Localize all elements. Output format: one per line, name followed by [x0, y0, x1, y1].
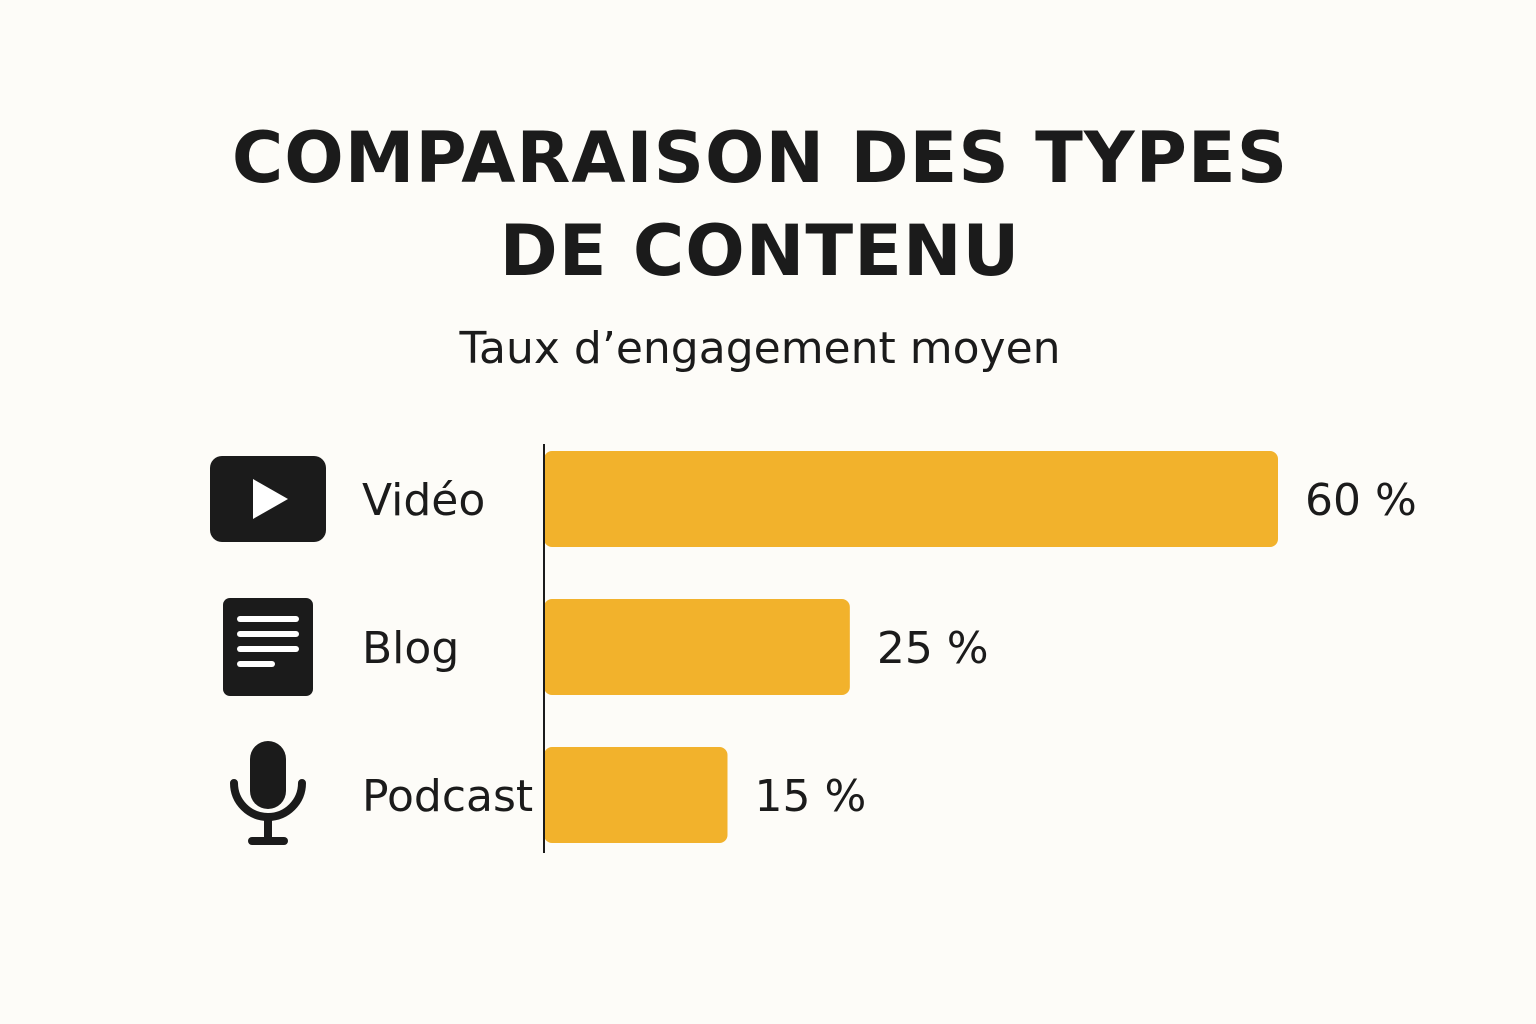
category-label: Podcast [362, 771, 533, 822]
category-label: Blog [362, 623, 459, 674]
category-label: Vidéo [362, 475, 485, 526]
play-video-icon [210, 456, 326, 542]
bar [544, 599, 850, 695]
chart-title: COMPARAISON DES TYPES DE CONTENU [0, 112, 1520, 298]
document-lines-icon [223, 598, 313, 696]
microphone-icon [230, 741, 306, 845]
chart-title-line-1: COMPARAISON DES TYPES [231, 117, 1289, 199]
bar [544, 451, 1278, 547]
value-label: 15 % [755, 771, 867, 822]
value-label: 60 % [1305, 475, 1417, 526]
value-label: 25 % [877, 623, 989, 674]
bar [544, 747, 728, 843]
chart-title-line-2: DE CONTENU [499, 210, 1021, 292]
chart-subtitle: Taux d’engagement moyen [459, 323, 1061, 374]
